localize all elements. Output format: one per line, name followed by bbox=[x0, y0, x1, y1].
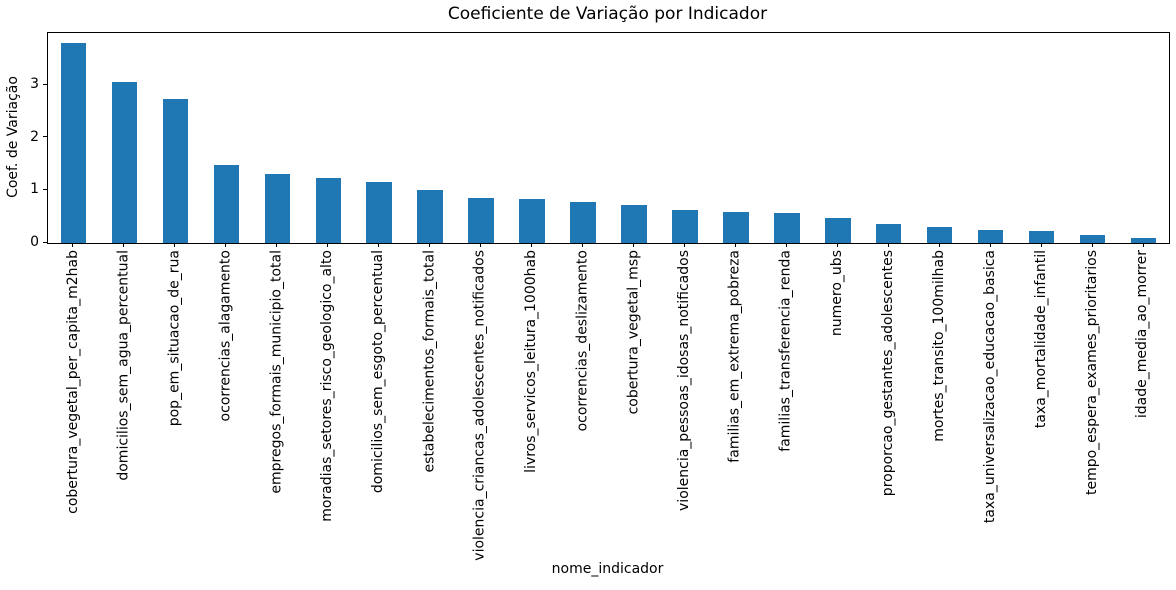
x-tick-mark bbox=[1142, 243, 1144, 247]
x-tick-mark bbox=[531, 243, 533, 247]
x-tick-mark bbox=[429, 243, 431, 247]
x-tick-label: proporcao_gestantes_adolescentes bbox=[879, 250, 896, 497]
y-tick-label: 3 bbox=[30, 76, 39, 93]
bar bbox=[1130, 237, 1157, 243]
bar bbox=[417, 189, 443, 243]
x-tick-label: familias_em_extrema_pobreza bbox=[726, 250, 743, 463]
x-tick-mark bbox=[887, 243, 889, 247]
x-tick-label: cobertura_vegetal_per_capita_m2hab bbox=[64, 250, 81, 514]
x-tick-mark bbox=[785, 243, 787, 247]
bar bbox=[876, 223, 902, 243]
x-tick-label: numero_ubs bbox=[828, 250, 845, 337]
x-tick-mark bbox=[683, 243, 685, 247]
x-tick-label: ocorrencias_deslizamento bbox=[574, 250, 591, 432]
x-tick-mark bbox=[1040, 243, 1042, 247]
x-tick-mark bbox=[1091, 243, 1093, 247]
x-tick-mark bbox=[480, 243, 482, 247]
x-tick-label: empregos_formais_municipio_total bbox=[268, 250, 285, 494]
x-tick-mark bbox=[938, 243, 940, 247]
bar bbox=[366, 181, 392, 243]
x-tick-label: taxa_universalizacao_educacao_basica bbox=[981, 250, 998, 524]
x-tick-label: domicilios_sem_esgoto_percentual bbox=[370, 250, 387, 494]
x-tick-label: idade_media_ao_morrer bbox=[1134, 250, 1151, 419]
x-tick-label: cobertura_vegetal_msp bbox=[624, 250, 641, 415]
x-tick-label: pop_em_situacao_de_rua bbox=[166, 250, 183, 427]
bar bbox=[672, 209, 698, 243]
x-tick-mark bbox=[989, 243, 991, 247]
y-tick-mark bbox=[43, 188, 47, 190]
x-tick-label: estabelecimentos_formais_total bbox=[421, 250, 438, 473]
chart-title: Coeficiente de Variação por Indicador bbox=[447, 4, 768, 24]
bar bbox=[825, 217, 851, 243]
x-tick-mark bbox=[72, 243, 74, 247]
x-tick-mark bbox=[632, 243, 634, 247]
x-tick-mark bbox=[378, 243, 380, 247]
bar bbox=[264, 173, 291, 243]
bar bbox=[468, 197, 494, 243]
x-tick-label: violencia_criancas_adolescentes_notifica… bbox=[472, 250, 489, 561]
y-tick-mark bbox=[43, 83, 47, 85]
y-tick-label: 2 bbox=[30, 128, 39, 145]
bar bbox=[723, 211, 749, 243]
bar bbox=[60, 43, 87, 243]
bar bbox=[213, 164, 240, 243]
bar bbox=[926, 226, 953, 243]
bar bbox=[570, 201, 596, 243]
x-tick-label: familias_transferencia_renda bbox=[777, 250, 794, 452]
x-tick-mark bbox=[123, 243, 125, 247]
y-tick-mark bbox=[43, 241, 47, 243]
bar bbox=[315, 177, 341, 243]
x-tick-mark bbox=[174, 243, 176, 247]
x-tick-label: violencia_pessoas_idosas_notificados bbox=[675, 250, 692, 511]
x-axis-label: nome_indicador bbox=[551, 561, 664, 577]
x-tick-label: ocorrencias_alagamento bbox=[217, 250, 234, 422]
bar bbox=[774, 213, 800, 243]
x-tick-label: moradias_setores_risco_geologico_alto bbox=[319, 250, 336, 522]
bar bbox=[1079, 235, 1106, 243]
bar bbox=[111, 81, 138, 243]
x-tick-label: domicilios_sem_agua_percentual bbox=[115, 250, 132, 481]
y-tick-mark bbox=[43, 136, 47, 138]
x-tick-label: tempo_espera_exames_prioritarios bbox=[1083, 250, 1100, 496]
bar bbox=[519, 198, 545, 243]
x-tick-mark bbox=[582, 243, 584, 247]
x-tick-label: mortes_transito_100milhab bbox=[930, 250, 947, 442]
bar bbox=[977, 230, 1004, 243]
bar bbox=[162, 98, 189, 243]
bar bbox=[621, 204, 647, 243]
y-tick-label: 0 bbox=[30, 234, 39, 250]
x-tick-mark bbox=[836, 243, 838, 247]
x-tick-label: taxa_mortalidade_infantil bbox=[1032, 250, 1049, 429]
x-tick-mark bbox=[327, 243, 329, 247]
x-tick-mark bbox=[225, 243, 227, 247]
x-tick-mark bbox=[276, 243, 278, 247]
x-tick-label: livros_servicos_leitura_1000hab bbox=[523, 250, 540, 473]
y-tick-label: 1 bbox=[30, 181, 39, 198]
plot-area bbox=[47, 32, 1170, 244]
bar bbox=[1028, 230, 1055, 243]
x-tick-mark bbox=[734, 243, 736, 247]
